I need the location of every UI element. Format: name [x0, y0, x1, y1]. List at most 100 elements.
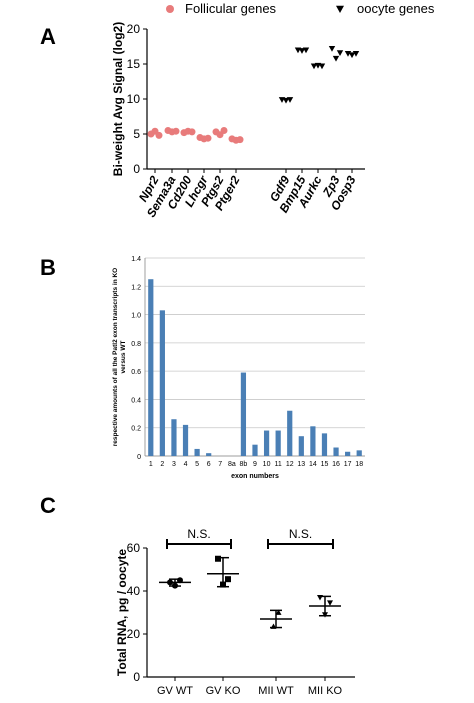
oocyte-point [328, 46, 336, 52]
b-bar [333, 447, 339, 456]
chart-b: 0 0.2 0.4 0.6 0.8 1.0 1.2 1.4 respective amounts… [112, 256, 365, 480]
oocyte-point [348, 52, 356, 59]
b-bar [356, 450, 362, 456]
b-x-tick-label: 14 [309, 461, 317, 468]
legend-oocyte-marker [336, 5, 344, 13]
c-data-point [167, 579, 173, 586]
b-bar [194, 448, 200, 456]
c-data-point [327, 600, 333, 606]
b-bar [275, 430, 281, 456]
oocyte-point [352, 50, 360, 57]
c-y-axis-label: Total RNA, pg / oocyte [115, 549, 129, 676]
follicular-point [188, 128, 196, 136]
legend-oocyte-label: oocyte genes [357, 1, 435, 16]
oocyte-point [302, 47, 310, 54]
b-bar [252, 444, 258, 456]
follicular-point [220, 127, 228, 134]
b-x-tick-label: 3 [172, 461, 176, 468]
c-ns-label: N.S. [289, 527, 312, 541]
b-x-tick-label: 7 [218, 461, 222, 468]
a-y-tick-label: 0 [133, 162, 140, 176]
a-y-tick-label: 5 [133, 127, 140, 141]
b-x-tick-label: 17 [344, 461, 352, 468]
b-y-tick-label: 0.4 [131, 397, 141, 404]
c-data-point [215, 555, 221, 562]
oocyte-point [336, 50, 344, 56]
c-data-point [322, 612, 328, 618]
b-bar [182, 424, 189, 456]
b-x-tick-label: 4 [184, 461, 188, 468]
b-x-tick-label: 8a [228, 461, 236, 468]
b-x-tick-label: 5 [195, 461, 199, 468]
b-x-tick-label: 18 [355, 461, 363, 468]
b-x-tick-label: 1 [149, 461, 153, 468]
c-x-tick-label: MII WT [258, 685, 294, 697]
b-bar [240, 372, 247, 456]
a-y-axis-label: Bi-weight Avg Signal (log2) [111, 22, 125, 176]
legend-follicular-marker [166, 5, 174, 13]
b-bar [171, 419, 177, 456]
c-ns-label: N.S. [187, 527, 210, 541]
follicular-point [155, 131, 163, 139]
oocyte-point [310, 63, 318, 70]
b-x-tick-label: 15 [321, 461, 329, 468]
panel-label-a: A [40, 24, 56, 49]
b-bar [263, 430, 270, 456]
b-x-tick-label: 6 [207, 461, 211, 468]
c-y-tick-label: 20 [127, 627, 141, 641]
a-y-tick-label: 15 [127, 57, 141, 71]
oocyte-point [298, 48, 306, 54]
b-x-tick-label: 9 [253, 461, 257, 468]
oocyte-point [318, 63, 326, 70]
b-x-axis-label: exon numbers [231, 473, 279, 480]
panel-label-b: B [40, 255, 56, 280]
b-x-tick-label: 2 [160, 461, 164, 468]
panel-label-c: C [40, 493, 56, 518]
follicular-point [172, 127, 180, 135]
c-y-tick-label: 60 [127, 541, 141, 555]
c-data-point [220, 581, 226, 588]
b-bar [287, 410, 293, 456]
b-y-tick-label: 0.8 [131, 341, 141, 348]
c-data-point [177, 577, 183, 584]
legend-follicular-label: Follicular genes [185, 1, 277, 16]
c-data-point [172, 582, 178, 589]
b-y-tick-label: 1.2 [131, 284, 141, 291]
b-bar [298, 436, 304, 456]
oocyte-point [286, 97, 294, 103]
b-x-tick-label: 8b [240, 461, 248, 468]
b-x-tick-label: 12 [286, 461, 294, 468]
b-bar [206, 453, 212, 456]
b-y-tick-label: 0 [137, 454, 141, 461]
a-y-tick-label: 10 [127, 92, 141, 106]
b-x-tick-label: 10 [263, 461, 271, 468]
b-bar [310, 426, 316, 456]
c-x-tick-label: GV KO [206, 685, 241, 697]
b-y-tick-label: 0.6 [131, 369, 141, 376]
c-x-tick-label: GV WT [157, 685, 193, 697]
follicular-point [204, 134, 212, 142]
b-y-tick-label: 1.4 [131, 256, 141, 263]
b-y-axis-label: respective amounts of all the Patl2 exon… [112, 268, 127, 446]
c-y-tick-label: 40 [127, 584, 141, 598]
b-bar [159, 310, 165, 456]
b-y-tick-label: 0.2 [131, 426, 141, 433]
follicular-point [236, 136, 244, 144]
c-y-tick-label: 0 [133, 670, 140, 684]
c-data-point [225, 576, 231, 583]
c-x-tick-label: MII KO [308, 685, 343, 697]
b-bar [345, 451, 351, 456]
c-data-point [275, 609, 282, 615]
a-y-tick-label: 20 [127, 22, 141, 36]
b-bar [148, 279, 154, 456]
oocyte-point [282, 97, 290, 104]
b-x-tick-label: 16 [332, 461, 340, 468]
c-data-point [270, 623, 277, 629]
c-data-point [317, 595, 323, 601]
oocyte-point [332, 55, 340, 62]
b-x-tick-label: 11 [275, 461, 282, 468]
b-bar [321, 433, 328, 456]
